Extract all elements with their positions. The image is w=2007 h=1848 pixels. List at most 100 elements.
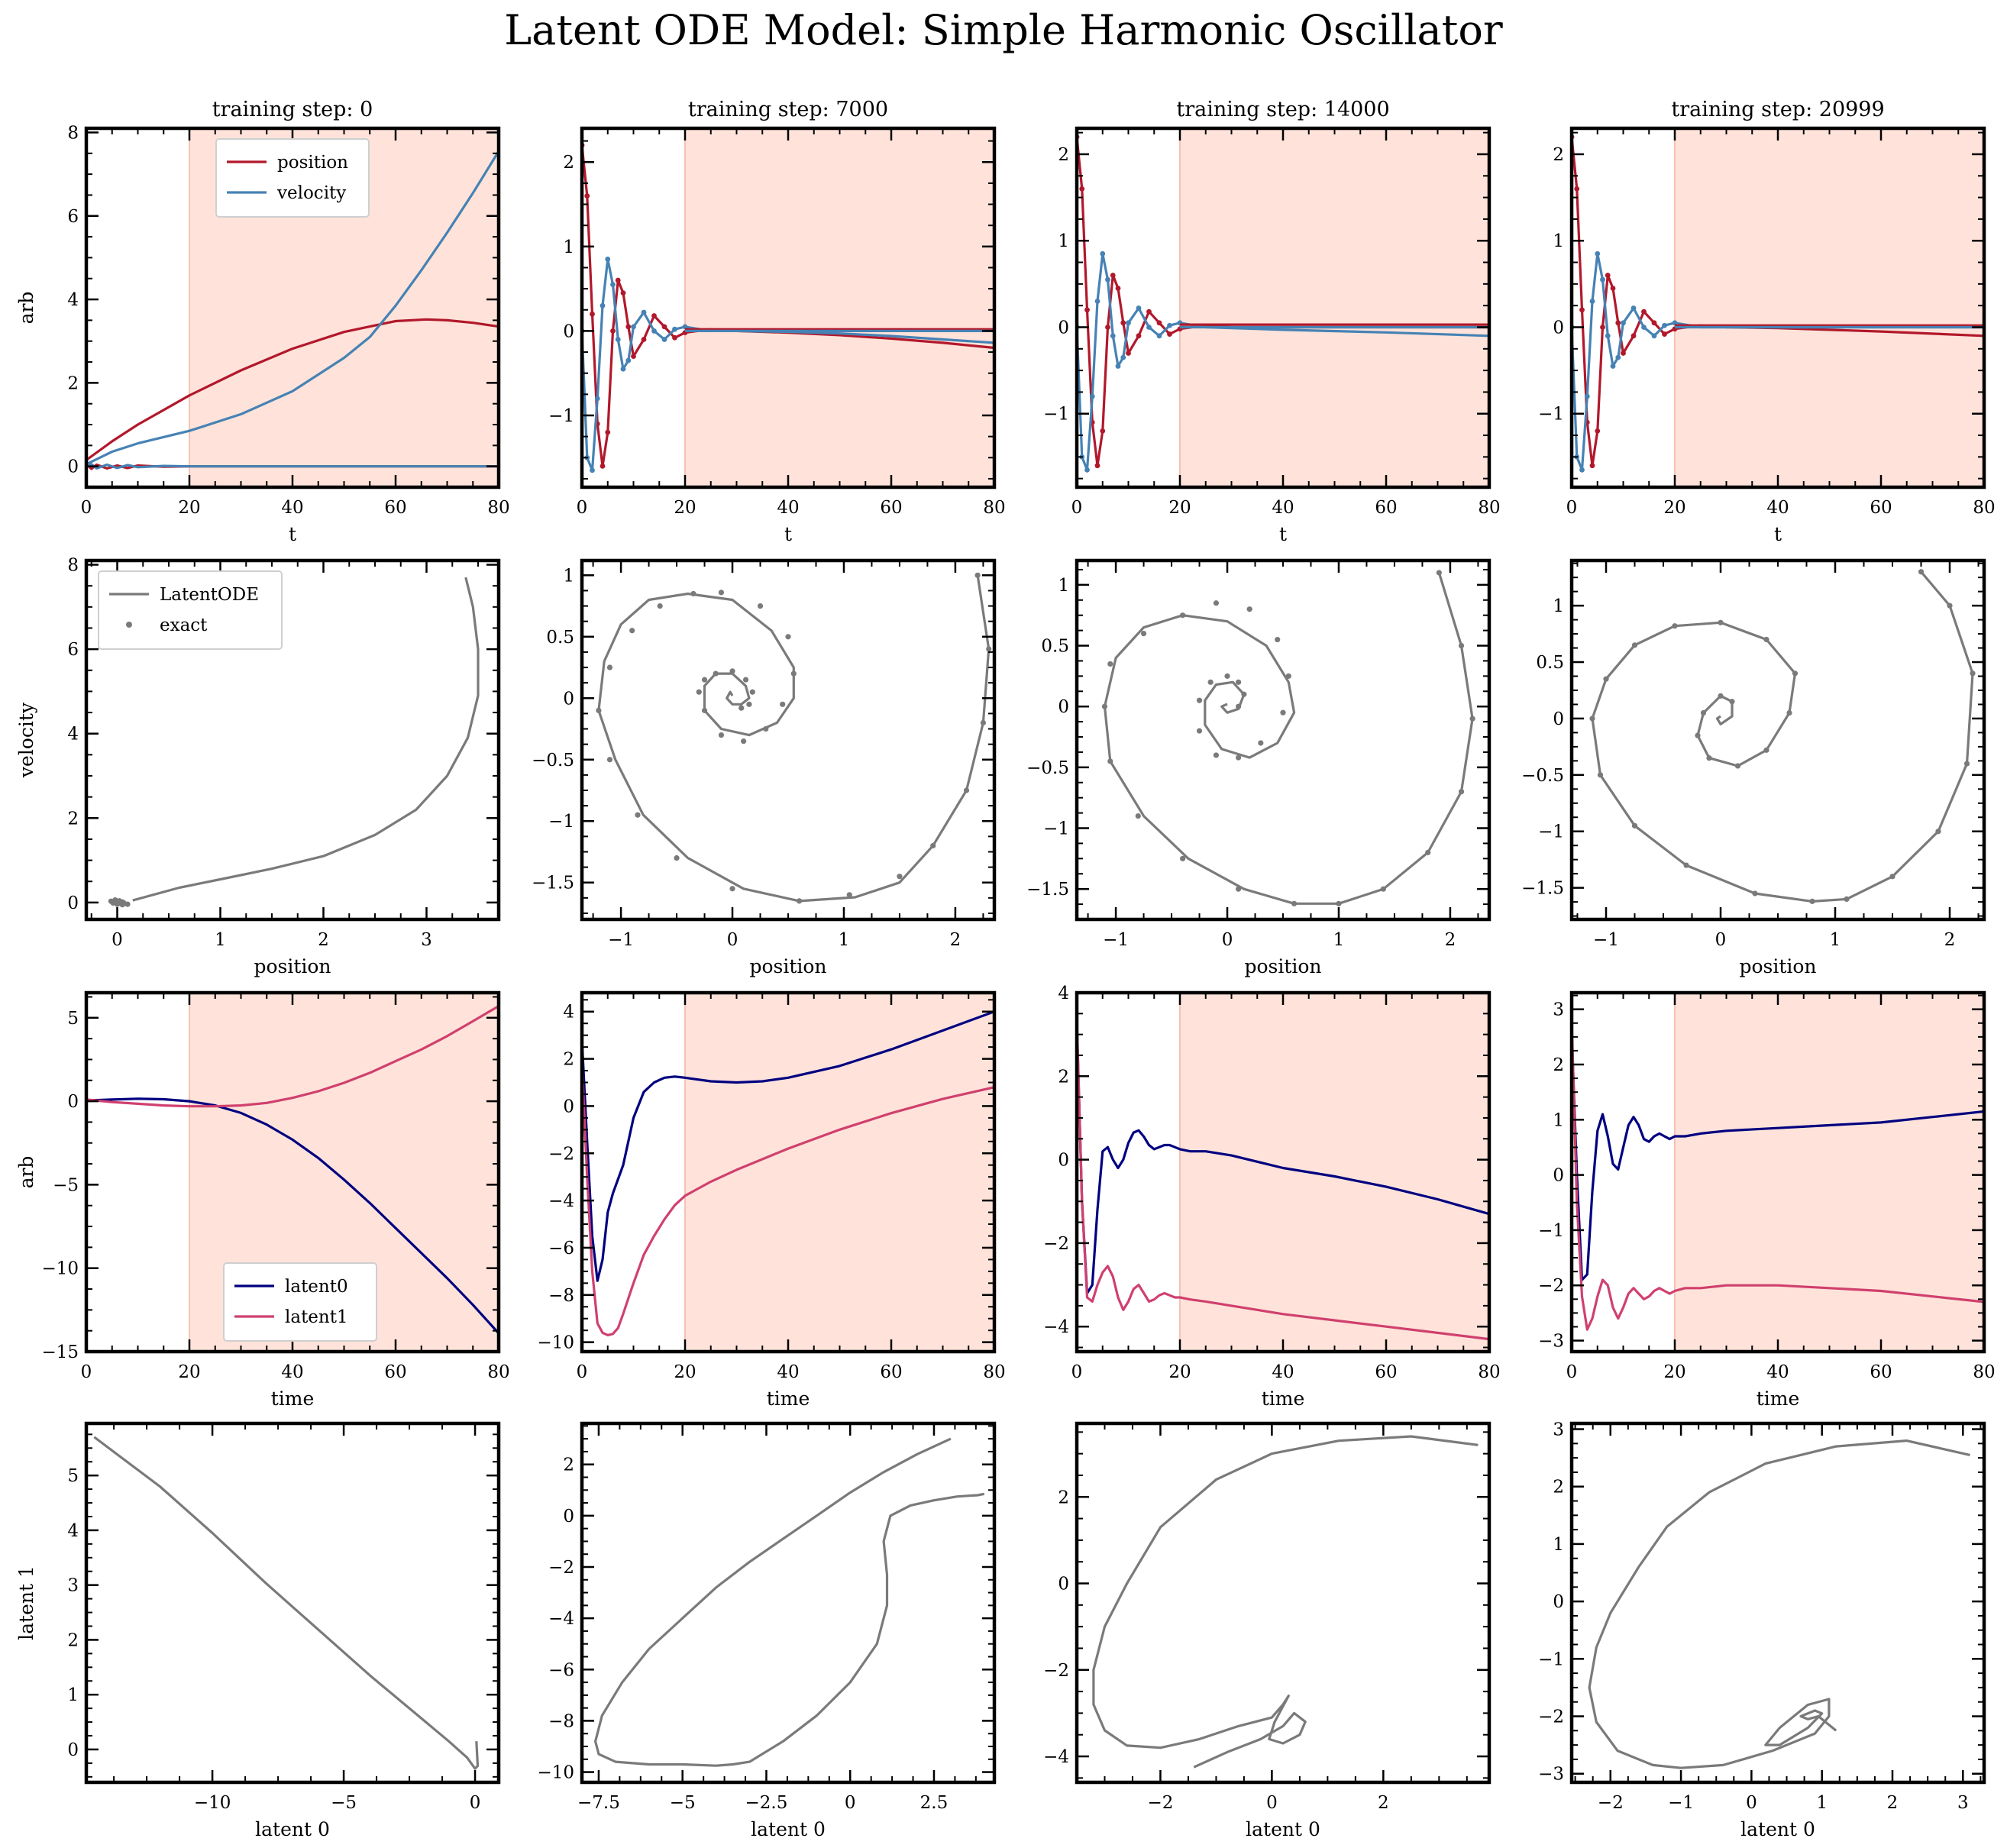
y-tick-label: 1 <box>1553 1110 1564 1130</box>
y-tick-label: 0 <box>563 1507 574 1527</box>
data-point <box>742 677 749 683</box>
y-tick-label: 1 <box>67 1685 79 1705</box>
x-tick-label: 0 <box>1071 1362 1083 1382</box>
series-group <box>1077 1017 1489 1341</box>
data-point <box>631 354 636 359</box>
x-tick-label: −2.5 <box>745 1793 788 1813</box>
data-point <box>1631 642 1638 648</box>
data-point <box>1458 642 1465 649</box>
data-point <box>124 901 131 907</box>
subplot-r3c3: −2 −1 0 1 2 3 −3 −2 −1 0 1 2 3 latent 0 <box>1538 1420 1986 1840</box>
data-point <box>584 193 590 199</box>
data-point <box>1718 693 1724 699</box>
data-point <box>1752 890 1758 897</box>
data-point <box>610 282 616 287</box>
y-tick-label: −0.5 <box>1521 766 1564 786</box>
y-tick-label: 8 <box>67 123 79 143</box>
x-tick-label: 20 <box>674 498 696 518</box>
x-tick-label: 40 <box>1272 1362 1294 1382</box>
data-point <box>1700 709 1707 716</box>
data-point <box>696 689 702 695</box>
y-tick-label: 1 <box>1058 231 1069 251</box>
x-tick-label: 1 <box>839 930 850 950</box>
data-point <box>1630 333 1637 339</box>
extrapolation-region <box>1180 993 1489 1352</box>
series-line-latent0 <box>582 1010 994 1282</box>
legend-label: latent0 <box>285 1277 348 1297</box>
x-tick-label: 60 <box>384 1362 406 1382</box>
data-point <box>1136 333 1142 339</box>
data-point <box>1236 886 1242 892</box>
data-point <box>596 707 602 713</box>
data-point <box>930 842 936 849</box>
figure-title: Latent ODE Model: Simple Harmonic Oscill… <box>504 6 1503 54</box>
x-tick-label: 0 <box>470 1793 481 1813</box>
series-line-phase <box>1103 572 1474 905</box>
y-axis-label: arb <box>15 1156 37 1189</box>
x-tick-label: 3 <box>421 930 432 950</box>
x-axis-label: latent 0 <box>1246 1818 1320 1840</box>
data-point <box>846 892 852 898</box>
x-tick-label: 0 <box>112 930 123 950</box>
y-tick-label: 0 <box>67 1092 79 1112</box>
data-point <box>1603 676 1609 682</box>
data-point <box>1458 789 1465 795</box>
data-point <box>1110 333 1116 339</box>
data-point <box>1136 305 1142 311</box>
data-point <box>1729 699 1735 705</box>
data-point <box>1280 709 1286 716</box>
data-point <box>1706 755 1712 761</box>
x-tick-label: 0 <box>81 1362 92 1382</box>
x-tick-label: −1 <box>1593 930 1619 950</box>
series-group <box>1101 570 1475 906</box>
x-tick-label: 20 <box>1168 1362 1191 1382</box>
axes-frame <box>1075 1421 1492 1785</box>
subplot-r1c3: −1 0 1 2 −1.5 −1 −0.5 0 0.5 1 position <box>1521 558 1986 977</box>
series-group <box>582 1010 994 1336</box>
y-tick-label: −4 <box>548 1191 574 1211</box>
data-point <box>1889 874 1896 880</box>
y-tick-label: 2 <box>67 1630 79 1650</box>
data-point <box>620 290 626 296</box>
series-group <box>1092 1435 1479 1769</box>
data-point <box>1963 761 1970 767</box>
x-tick-label: 40 <box>777 498 799 518</box>
legend-label: exact <box>160 615 208 635</box>
y-tick-label: 1 <box>563 566 574 586</box>
data-point <box>796 898 803 904</box>
data-point <box>1120 354 1126 360</box>
x-tick-label: 20 <box>178 1362 200 1382</box>
y-tick-label: 2 <box>1058 1067 1069 1087</box>
series-line-latent0 <box>1572 1031 1984 1281</box>
series-group <box>582 142 994 473</box>
data-point <box>1662 322 1667 328</box>
y-tick-label: 2 <box>563 1455 574 1475</box>
data-point <box>641 337 647 342</box>
data-point <box>1196 697 1203 703</box>
data-point <box>974 572 981 578</box>
data-point <box>1180 612 1186 619</box>
data-point <box>590 467 595 473</box>
data-point <box>1718 619 1724 625</box>
series-line-latent1 <box>1077 1017 1489 1341</box>
x-tick-label: 80 <box>1973 498 1995 518</box>
series-group <box>1589 569 1976 904</box>
data-point <box>729 886 735 892</box>
y-tick-label: −1 <box>1538 822 1564 842</box>
y-tick-label: 0 <box>67 1740 79 1760</box>
y-tick-label: −1 <box>1538 1221 1564 1241</box>
subplot-r0c2: 0 20 40 60 80 −1 0 1 2 training step: 14000 t <box>1043 98 1501 545</box>
x-tick-label: 0 <box>1222 930 1233 950</box>
x-tick-label: 20 <box>1168 498 1191 518</box>
y-tick-label: 1 <box>1553 231 1564 251</box>
y-tick-label: 0 <box>1553 709 1564 729</box>
x-axis-label: position <box>749 955 826 977</box>
y-tick-label: −4 <box>1043 1747 1069 1767</box>
y-tick-label: −6 <box>548 1660 574 1680</box>
series-group <box>1572 134 1984 473</box>
data-point <box>986 646 992 652</box>
x-axis-label: time <box>1757 1388 1800 1410</box>
series-line-latent0 <box>1077 1022 1489 1295</box>
y-tick-label: 2 <box>1553 1055 1564 1075</box>
